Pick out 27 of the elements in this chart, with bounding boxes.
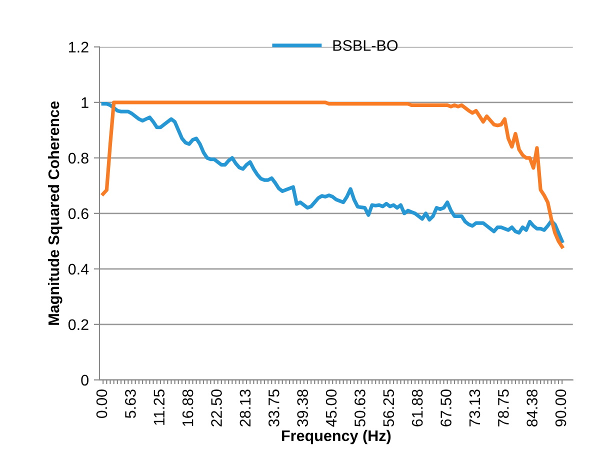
y-tick-label: 1.2 <box>69 42 88 52</box>
x-tick-label: 28.13 <box>240 390 251 426</box>
x-tick-label: 45.00 <box>326 390 337 427</box>
x-tick-label: 73.13 <box>469 390 480 426</box>
y-tick-label: 0 <box>81 374 88 386</box>
x-tick-label: 84.38 <box>526 390 538 426</box>
x-tick-label: 22.50 <box>211 390 222 426</box>
y-tick-label: 0.4 <box>68 264 89 275</box>
x-tick-label: 67.50 <box>440 390 452 426</box>
x-tick-label: 33.75 <box>268 390 280 427</box>
x-tick-label: 5.63 <box>125 390 136 418</box>
y-tick-label: 0.8 <box>68 152 88 164</box>
legend-label: BSBL-BO <box>333 40 398 51</box>
x-tick-label: 61.88 <box>412 390 423 426</box>
x-tick-label: 11.25 <box>154 390 165 425</box>
x-tick-label: 90.00 <box>555 390 566 426</box>
x-tick-label: 39.38 <box>297 390 308 427</box>
y-tick-label: 0.6 <box>68 208 88 220</box>
y-axis-title: Magnitude Squared Coherence <box>48 101 62 325</box>
x-tick-label: 50.63 <box>354 390 366 427</box>
y-tick-label: 1 <box>82 97 88 108</box>
x-tick-label: 78.75 <box>498 390 509 426</box>
x-tick-label: 16.88 <box>182 390 194 426</box>
x-axis-title: Frequency (Hz) <box>282 430 391 444</box>
y-tick-label: 0.2 <box>68 319 88 330</box>
x-tick-label: 56.25 <box>383 390 394 427</box>
x-tick-label: 0.00 <box>96 390 108 418</box>
